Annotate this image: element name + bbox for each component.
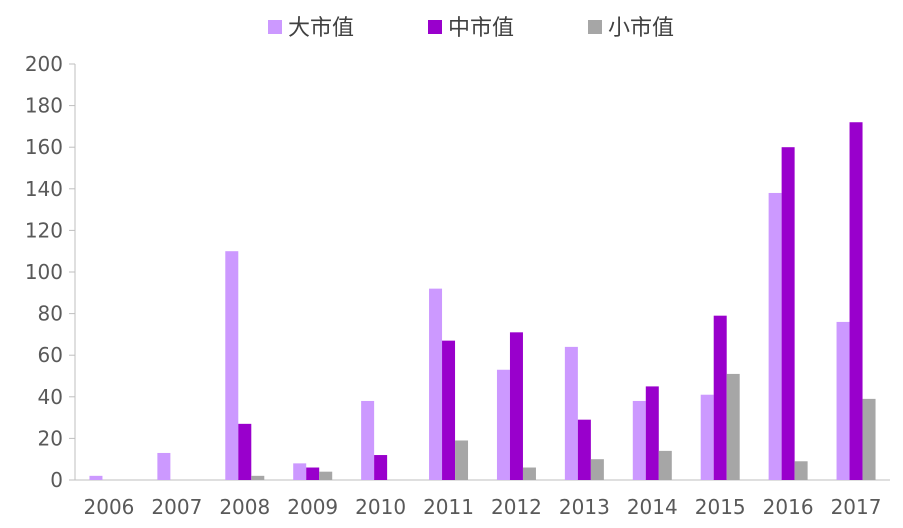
- bar-2-2011: [442, 340, 456, 480]
- x-tick-label: 2012: [491, 495, 542, 519]
- y-tick-label: 120: [25, 218, 63, 242]
- legend-swatch-2: [428, 20, 442, 34]
- bar-3-2011: [455, 440, 469, 480]
- x-tick-label: 2010: [355, 495, 406, 519]
- x-tick-label: 2007: [151, 495, 202, 519]
- y-tick-label: 0: [50, 468, 63, 492]
- x-tick-label: 2008: [219, 495, 270, 519]
- bar-1-2016: [768, 192, 782, 480]
- bar-3-2008: [251, 475, 265, 480]
- bar-1-2017: [836, 321, 850, 480]
- bar-1-2012: [496, 369, 510, 480]
- legend: 大市值 中市值 小市值: [268, 16, 674, 41]
- bar-3-2013: [590, 459, 604, 480]
- bar-1-2007: [157, 452, 171, 480]
- bar-3-2012: [522, 467, 536, 480]
- bar-1-2014: [632, 400, 646, 480]
- bar-1-2008: [225, 251, 239, 480]
- bar-1-2009: [293, 463, 307, 480]
- bar-1-2013: [564, 346, 578, 480]
- bar-1-2015: [700, 394, 714, 480]
- x-tick-label: 2009: [287, 495, 338, 519]
- x-tick-label: 2015: [695, 495, 746, 519]
- y-tick-label: 60: [38, 343, 63, 367]
- x-tick-label: 2017: [831, 495, 882, 519]
- legend-label-2: 中市值: [448, 16, 514, 41]
- legend-swatch-1: [268, 20, 282, 34]
- bar-1-2010: [361, 400, 375, 480]
- y-tick-label: 100: [25, 260, 63, 284]
- y-tick-label: 200: [25, 52, 63, 76]
- bar-1-2011: [429, 288, 443, 480]
- y-tick-label: 20: [38, 426, 63, 450]
- bar-3-2017: [862, 398, 876, 480]
- bar-2-2017: [849, 122, 863, 481]
- bar-2-2015: [713, 315, 727, 480]
- legend-label-3: 小市值: [608, 16, 674, 41]
- y-axis-ticks: 0 20 40 60 80 100 120 140 160 180 200: [25, 52, 75, 492]
- bar-3-2015: [726, 373, 740, 480]
- x-tick-label: 2011: [423, 495, 474, 519]
- bar-3-2014: [658, 450, 672, 480]
- y-tick-label: 40: [38, 385, 63, 409]
- bar-1-2006: [89, 475, 103, 480]
- bar-2-2016: [781, 147, 795, 480]
- y-tick-label: 80: [38, 302, 63, 326]
- bar-2-2009: [306, 467, 320, 480]
- legend-swatch-3: [588, 20, 602, 34]
- x-tick-label: 2013: [559, 495, 610, 519]
- y-tick-label: 180: [25, 94, 63, 118]
- bar-3-2016: [794, 461, 808, 480]
- bar-2-2014: [645, 386, 659, 480]
- bar-3-2009: [319, 471, 333, 480]
- legend-label-1: 大市值: [288, 16, 354, 41]
- x-axis-ticks: 2006 2007 2008 2009 2010 2011 2012 2013 2014 2015…: [84, 495, 882, 519]
- bar-2-2010: [374, 455, 388, 480]
- y-tick-label: 160: [25, 135, 63, 159]
- bar-2-2013: [577, 419, 591, 480]
- bar-2-2008: [238, 423, 252, 480]
- bar-2-2012: [509, 332, 523, 480]
- y-tick-label: 140: [25, 177, 63, 201]
- x-tick-label: 2014: [627, 495, 678, 519]
- x-tick-label: 2016: [763, 495, 814, 519]
- bars: [89, 122, 876, 481]
- x-tick-label: 2006: [84, 495, 135, 519]
